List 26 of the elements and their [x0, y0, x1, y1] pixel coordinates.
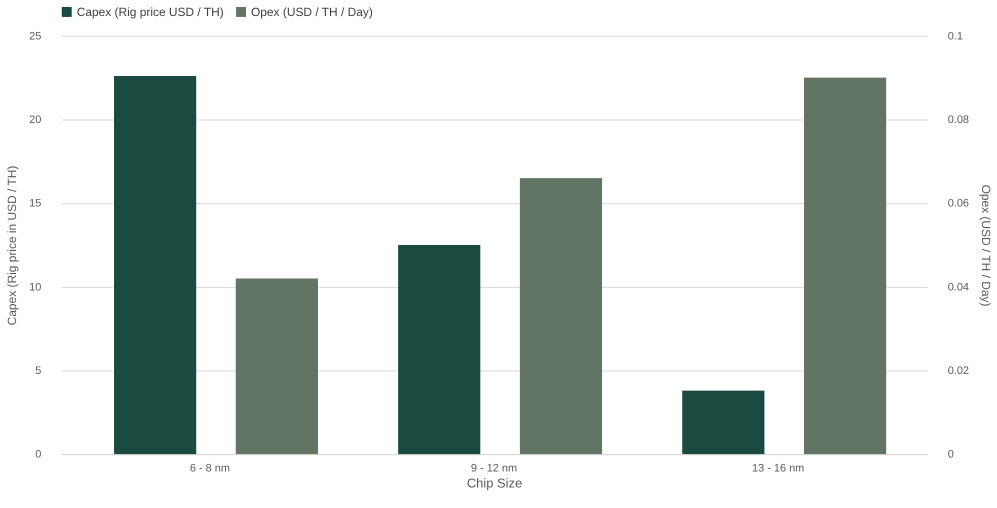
bar: [520, 178, 602, 454]
y2-axis-title: Opex (USD / TH / Day): [978, 184, 993, 306]
y2-tick-label: 0.08: [948, 114, 969, 126]
y2-tick-label: 0.02: [948, 364, 969, 377]
y-axis-title: Capex (Rig price in USD / TH): [5, 166, 20, 326]
y-tick-label: 20: [29, 114, 42, 126]
x-tick-label: 9 - 12 nm: [470, 462, 518, 475]
bar: [114, 76, 196, 454]
x-tick-label: 13 - 16 nm: [752, 462, 804, 475]
y-tick-label: 5: [35, 364, 42, 377]
y2-tick-label: 0.06: [948, 198, 969, 210]
legend-label: Capex (Rig price USD / TH): [76, 4, 224, 19]
bar: [236, 278, 318, 454]
y-tick-label: 0: [35, 448, 42, 461]
x-tick-label: 6 - 8 nm: [190, 462, 230, 475]
y-tick-label: 15: [29, 198, 42, 210]
y2-tick-label: 0.04: [948, 281, 969, 294]
y-tick-label: 25: [29, 30, 42, 42]
bar: [804, 78, 886, 454]
bar: [682, 390, 764, 454]
y2-tick-label: 0: [948, 448, 954, 461]
y2-tick-label: 0.1: [948, 30, 963, 42]
y-tick-label: 10: [29, 281, 42, 294]
legend-label: Opex (USD / TH / Day): [250, 4, 373, 19]
bar: [398, 245, 480, 454]
x-axis-title: Chip Size: [466, 476, 522, 491]
